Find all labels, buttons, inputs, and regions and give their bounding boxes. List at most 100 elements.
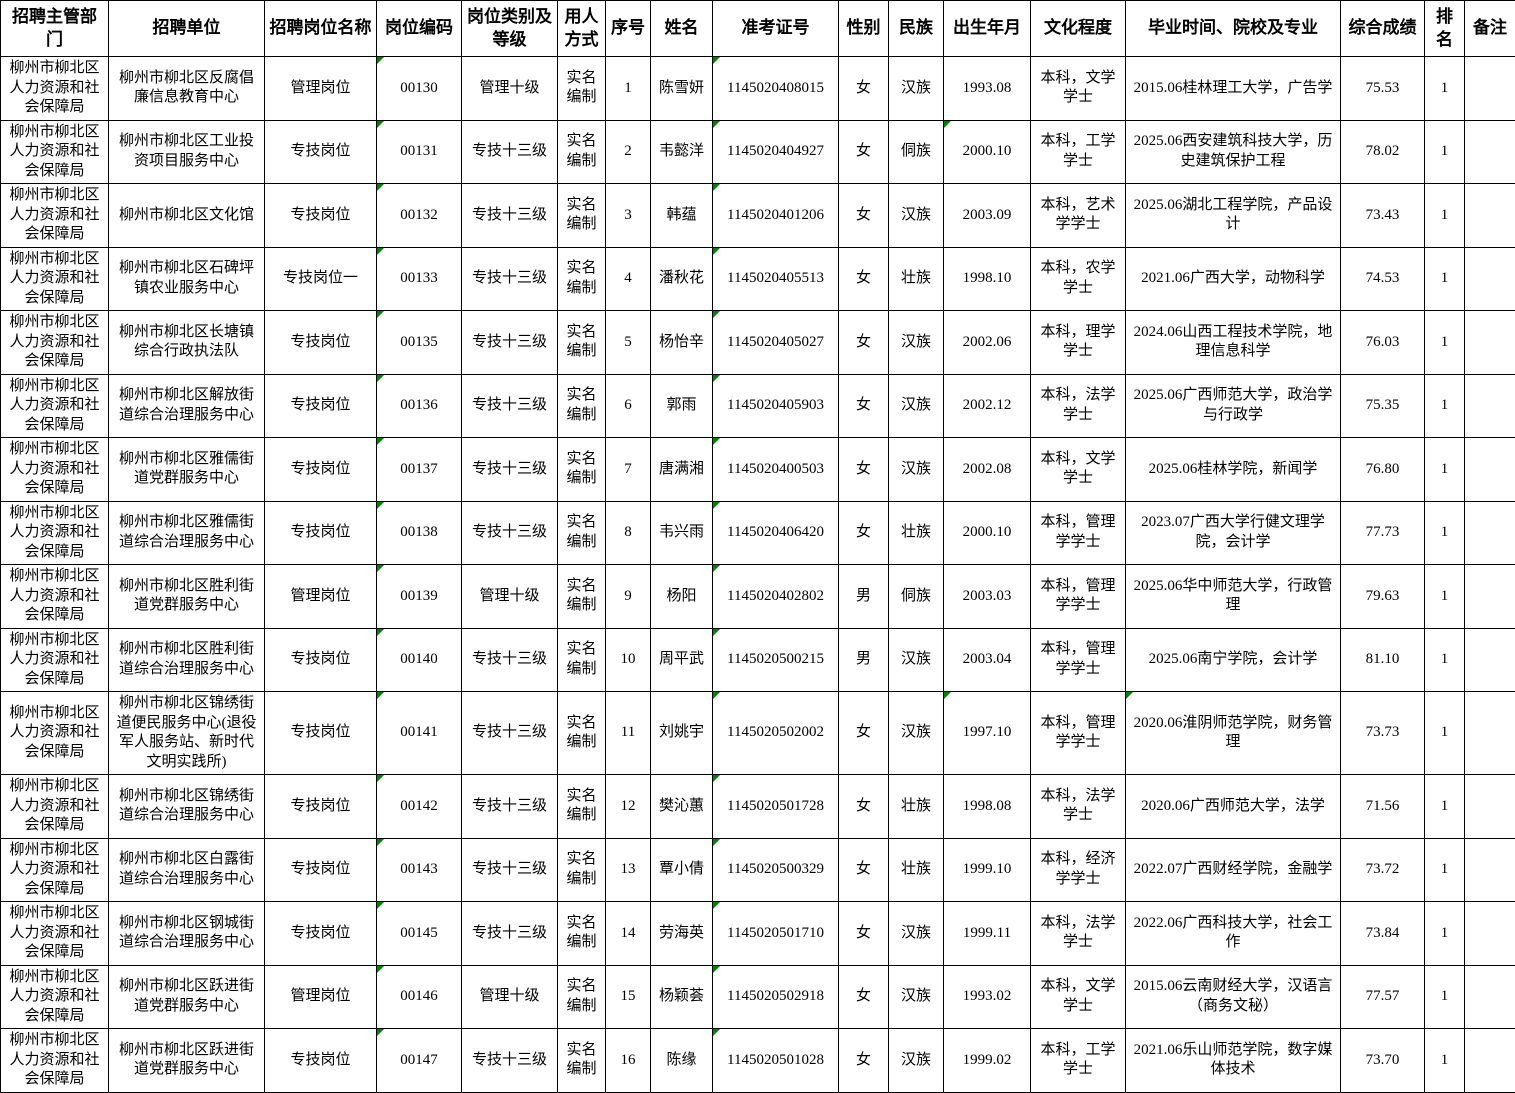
number-stored-as-text-flag-icon (377, 311, 384, 318)
number-stored-as-text-flag-icon (713, 839, 720, 846)
column-header-rank: 排名 (1425, 1, 1465, 57)
number-stored-as-text-flag-icon (713, 966, 720, 973)
cell-post-name: 专技岗位 (265, 120, 377, 184)
cell-birth: 1993.08 (944, 57, 1031, 121)
cell-rank: 1 (1425, 692, 1465, 775)
number-stored-as-text-flag-icon (713, 375, 720, 382)
cell-birth: 1999.11 (944, 902, 1031, 966)
number-stored-as-text-flag-icon (713, 1029, 720, 1036)
cell-gender: 女 (839, 775, 889, 839)
cell-education: 本科，管理学学士 (1031, 565, 1126, 629)
cell-remark (1465, 120, 1515, 184)
cell-dept: 柳州市柳北区人力资源和社会保障局 (1, 311, 109, 375)
cell-rank: 1 (1425, 57, 1465, 121)
cell-staffing: 实名编制 (558, 438, 606, 502)
cell-gender: 女 (839, 438, 889, 502)
cell-score: 73.43 (1341, 184, 1425, 248)
cell-graduation: 2021.06广西大学，动物科学 (1126, 247, 1341, 311)
cell-score: 77.73 (1341, 501, 1425, 565)
cell-post-level: 管理十级 (462, 965, 558, 1029)
cell-staffing: 实名编制 (558, 120, 606, 184)
cell-birth: 2002.08 (944, 438, 1031, 502)
cell-dept: 柳州市柳北区人力资源和社会保障局 (1, 501, 109, 565)
number-stored-as-text-flag-icon (713, 311, 720, 318)
cell-ethnicity: 汉族 (889, 628, 944, 692)
number-stored-as-text-flag-icon (377, 692, 384, 699)
table-row: 柳州市柳北区人力资源和社会保障局柳州市柳北区锦绣街道便民服务中心(退役军人服务站… (1, 692, 1515, 775)
cell-rank: 1 (1425, 902, 1465, 966)
number-stored-as-text-flag-icon (713, 502, 720, 509)
number-stored-as-text-flag-icon (713, 57, 720, 64)
cell-education: 本科，工学学士 (1031, 120, 1126, 184)
cell-name: 韩蕴 (651, 184, 713, 248)
cell-post-code: 00141 (377, 692, 462, 775)
cell-exam-id: 1145020502918 (713, 965, 839, 1029)
cell-exam-id: 1145020501728 (713, 775, 839, 839)
cell-exam-id: 1145020402802 (713, 565, 839, 629)
number-stored-as-text-flag-icon (944, 121, 951, 128)
column-header-staffing: 用人方式 (558, 1, 606, 57)
cell-dept: 柳州市柳北区人力资源和社会保障局 (1, 565, 109, 629)
number-stored-as-text-flag-icon (377, 966, 384, 973)
cell-remark (1465, 628, 1515, 692)
number-stored-as-text-flag-icon (377, 1029, 384, 1036)
number-stored-as-text-flag-icon (713, 565, 720, 572)
cell-exam-id: 1145020502002 (713, 692, 839, 775)
cell-birth: 2003.04 (944, 628, 1031, 692)
cell-unit: 柳州市柳北区反腐倡廉信息教育中心 (109, 57, 265, 121)
cell-remark (1465, 838, 1515, 902)
cell-post-level: 专技十三级 (462, 374, 558, 438)
cell-post-name: 管理岗位 (265, 965, 377, 1029)
number-stored-as-text-flag-icon (713, 121, 720, 128)
number-stored-as-text-flag-icon (713, 438, 720, 445)
cell-post-name: 专技岗位 (265, 184, 377, 248)
cell-post-name: 专技岗位 (265, 438, 377, 502)
column-header-education: 文化程度 (1031, 1, 1126, 57)
cell-graduation: 2022.06广西科技大学，社会工作 (1126, 902, 1341, 966)
cell-graduation: 2025.06南宁学院，会计学 (1126, 628, 1341, 692)
cell-unit: 柳州市柳北区胜利街道综合治理服务中心 (109, 628, 265, 692)
number-stored-as-text-flag-icon (377, 629, 384, 636)
cell-name: 覃小倩 (651, 838, 713, 902)
cell-dept: 柳州市柳北区人力资源和社会保障局 (1, 902, 109, 966)
cell-gender: 女 (839, 838, 889, 902)
cell-rank: 1 (1425, 565, 1465, 629)
cell-name: 杨怡辛 (651, 311, 713, 375)
cell-post-name: 专技岗位 (265, 1029, 377, 1093)
column-header-score: 综合成绩 (1341, 1, 1425, 57)
number-stored-as-text-flag-icon (713, 775, 720, 782)
cell-birth: 1998.08 (944, 775, 1031, 839)
cell-remark (1465, 902, 1515, 966)
cell-score: 73.84 (1341, 902, 1425, 966)
cell-name: 周平武 (651, 628, 713, 692)
cell-dept: 柳州市柳北区人力资源和社会保障局 (1, 628, 109, 692)
cell-staffing: 实名编制 (558, 374, 606, 438)
cell-graduation: 2021.06乐山师范学院，数字媒体技术 (1126, 1029, 1341, 1093)
cell-unit: 柳州市柳北区解放街道综合治理服务中心 (109, 374, 265, 438)
cell-post-name: 专技岗位 (265, 311, 377, 375)
cell-post-code: 00132 (377, 184, 462, 248)
cell-education: 本科，文学学士 (1031, 965, 1126, 1029)
number-stored-as-text-flag-icon (377, 121, 384, 128)
cell-gender: 女 (839, 1029, 889, 1093)
cell-gender: 女 (839, 374, 889, 438)
cell-education: 本科，管理学学士 (1031, 692, 1126, 775)
cell-score: 75.53 (1341, 57, 1425, 121)
cell-remark (1465, 965, 1515, 1029)
cell-score: 76.80 (1341, 438, 1425, 502)
number-stored-as-text-flag-icon (377, 57, 384, 64)
cell-dept: 柳州市柳北区人力资源和社会保障局 (1, 775, 109, 839)
cell-name: 陈雪妍 (651, 57, 713, 121)
cell-post-code: 00137 (377, 438, 462, 502)
number-stored-as-text-flag-icon (377, 902, 384, 909)
cell-remark (1465, 374, 1515, 438)
cell-staffing: 实名编制 (558, 692, 606, 775)
cell-ethnicity: 汉族 (889, 438, 944, 502)
